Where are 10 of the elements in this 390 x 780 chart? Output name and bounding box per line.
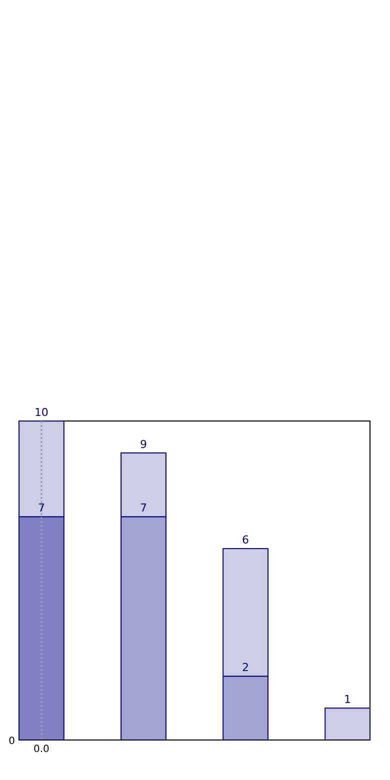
bar	[324, 708, 370, 740]
total-label: 1	[344, 693, 352, 706]
total-label: 10	[34, 406, 48, 419]
total-label: 6	[242, 534, 250, 547]
text: 0.0	[33, 744, 50, 755]
data-label: 7	[140, 502, 147, 515]
data-label: 2	[242, 661, 250, 674]
total-label: 9	[140, 438, 147, 451]
text: 0	[8, 736, 15, 747]
data-label: 7	[38, 502, 45, 515]
